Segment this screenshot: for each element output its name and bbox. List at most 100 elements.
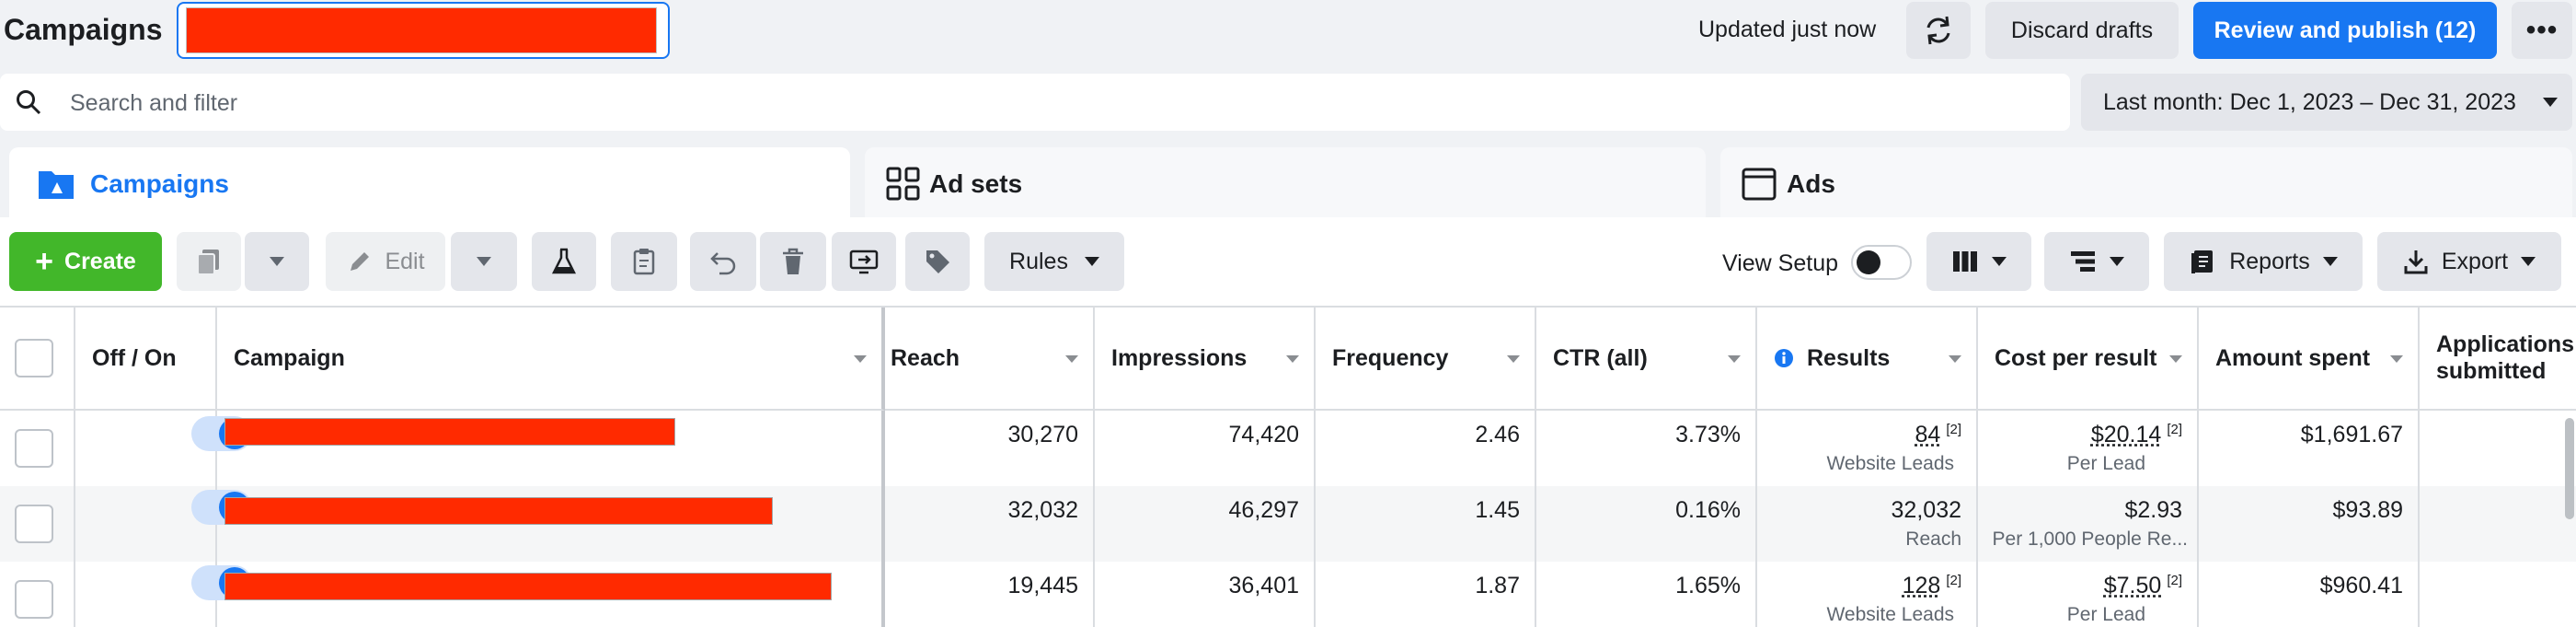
impressions-cell: 46,297 bbox=[1095, 486, 1316, 562]
refresh-button[interactable] bbox=[1906, 2, 1971, 59]
frequency-value: 2.46 bbox=[1475, 422, 1520, 447]
header-applications-submitted[interactable]: Applications submitted bbox=[2420, 308, 2576, 411]
row-checkbox[interactable] bbox=[15, 505, 53, 543]
tab-campaigns[interactable]: Campaigns bbox=[9, 147, 850, 221]
vertical-scrollbar[interactable] bbox=[2565, 418, 2574, 519]
edit-dropdown[interactable] bbox=[451, 232, 517, 291]
cost-value[interactable]: $20.14 [2] bbox=[2090, 422, 2182, 447]
more-options-button[interactable]: ••• bbox=[2512, 2, 2572, 59]
campaign-name-cell[interactable] bbox=[217, 486, 885, 562]
refresh-icon bbox=[1926, 16, 1950, 45]
search-icon bbox=[17, 90, 41, 115]
column-title: Cost per result bbox=[1995, 344, 2157, 371]
delete-button[interactable] bbox=[760, 232, 826, 291]
table-row[interactable]: 30,270 74,420 2.46 3.73% 84 [2] Website L… bbox=[0, 411, 2576, 486]
ad-window-icon bbox=[1742, 168, 1777, 201]
cost-type: Per Lead bbox=[2066, 604, 2145, 625]
top-bar: Campaigns Updated just now Discard draft… bbox=[0, 0, 2576, 61]
results-value[interactable]: 84 [2] bbox=[1915, 422, 1962, 447]
sort-icon bbox=[1065, 355, 1078, 363]
export-button[interactable]: Export bbox=[2377, 232, 2561, 291]
chevron-down-icon bbox=[2543, 98, 2558, 107]
impressions-value: 74,420 bbox=[1228, 422, 1299, 447]
preview-button[interactable] bbox=[832, 232, 896, 291]
row-checkbox[interactable] bbox=[15, 580, 53, 619]
tab-label: Ads bbox=[1787, 169, 1835, 198]
undo-button[interactable] bbox=[690, 232, 756, 291]
sort-icon bbox=[1728, 355, 1741, 363]
header-amount-spent[interactable]: Amount spent bbox=[2199, 308, 2420, 411]
reports-label: Reports bbox=[2229, 248, 2310, 274]
rules-label: Rules bbox=[1009, 248, 1068, 274]
results-type: Reach bbox=[1905, 528, 1961, 550]
impressions-cell: 74,420 bbox=[1095, 411, 1316, 486]
tag-button[interactable] bbox=[905, 232, 970, 291]
header-ctr[interactable]: CTR (all) bbox=[1536, 308, 1757, 411]
search-filter-bar[interactable]: Search and filter bbox=[0, 74, 2070, 131]
row-toggle-cell bbox=[75, 486, 252, 562]
tab-ads[interactable]: Ads bbox=[1720, 147, 2572, 221]
chevron-down-icon bbox=[2322, 257, 2338, 266]
cost-value[interactable]: $7.50 [2] bbox=[2103, 573, 2182, 598]
spent-value: $93.89 bbox=[2332, 497, 2403, 523]
column-title: Results bbox=[1807, 344, 1891, 371]
sort-icon bbox=[1507, 355, 1520, 363]
edit-label: Edit bbox=[385, 248, 425, 274]
columns-button[interactable] bbox=[1926, 232, 2031, 291]
campaign-name-cell[interactable] bbox=[217, 411, 885, 486]
search-placeholder: Search and filter bbox=[70, 90, 238, 116]
updated-status: Updated just now bbox=[1698, 17, 1877, 42]
discard-drafts-button[interactable]: Discard drafts bbox=[1985, 2, 2179, 59]
table-row[interactable]: 19,445 36,401 1.87 1.65% 128 [2] Website … bbox=[0, 562, 2576, 627]
edit-button[interactable]: Edit bbox=[326, 232, 445, 291]
column-title: Applications submitted bbox=[2436, 331, 2575, 384]
header-campaign[interactable]: Campaign bbox=[217, 308, 885, 411]
ab-test-button[interactable] bbox=[532, 232, 596, 291]
clipboard-button[interactable] bbox=[611, 232, 677, 291]
header-reach[interactable]: Reach bbox=[885, 308, 1095, 411]
header-off-on[interactable]: Off / On bbox=[75, 308, 217, 411]
download-icon bbox=[2404, 250, 2428, 274]
redacted-campaign-name bbox=[224, 573, 832, 600]
reports-icon bbox=[2191, 250, 2214, 273]
breakdown-button[interactable] bbox=[2044, 232, 2149, 291]
cost-cell: $7.50 [2] Per Lead bbox=[1978, 562, 2199, 627]
spent-cell: $960.41 bbox=[2199, 562, 2420, 627]
row-checkbox[interactable] bbox=[15, 429, 53, 468]
cost-type: Per 1,000 People Re... bbox=[1992, 528, 2188, 550]
column-title: Reach bbox=[891, 344, 960, 371]
rules-button[interactable]: Rules bbox=[984, 232, 1124, 291]
date-range-picker[interactable]: Last month: Dec 1, 2023 – Dec 31, 2023 bbox=[2081, 74, 2572, 131]
header-impressions[interactable]: Impressions bbox=[1095, 308, 1316, 411]
create-button[interactable]: + Create bbox=[9, 232, 162, 291]
campaign-name-cell[interactable] bbox=[217, 562, 885, 627]
row-select-cell bbox=[0, 486, 75, 562]
cost-type: Per Lead bbox=[2066, 453, 2145, 474]
header-frequency[interactable]: Frequency bbox=[1316, 308, 1536, 411]
tag-icon bbox=[926, 250, 949, 273]
redacted-campaign-name bbox=[224, 497, 773, 525]
spent-value: $1,691.67 bbox=[2300, 422, 2403, 447]
results-value[interactable]: 128 [2] bbox=[1902, 573, 1961, 598]
header-cost-per-result[interactable]: Cost per result bbox=[1978, 308, 2199, 411]
chevron-down-icon bbox=[2110, 257, 2124, 266]
create-label: Create bbox=[64, 248, 136, 274]
info-icon[interactable] bbox=[1774, 348, 1794, 368]
frequency-value: 1.87 bbox=[1475, 573, 1520, 598]
campaign-name-field[interactable] bbox=[177, 2, 670, 59]
reports-button[interactable]: Reports bbox=[2164, 232, 2363, 291]
select-all-checkbox[interactable] bbox=[15, 339, 53, 377]
header-results[interactable]: Results bbox=[1757, 308, 1978, 411]
duplicate-button[interactable] bbox=[177, 232, 241, 291]
table-row[interactable]: 32,032 46,297 1.45 0.16% 32,032 Reach $2… bbox=[0, 486, 2576, 562]
frequency-cell: 2.46 bbox=[1316, 411, 1536, 486]
tab-ad-sets[interactable]: Ad sets bbox=[865, 147, 1706, 221]
plus-icon: + bbox=[35, 244, 54, 279]
duplicate-dropdown[interactable] bbox=[245, 232, 309, 291]
view-setup-toggle[interactable] bbox=[1851, 245, 1912, 280]
review-publish-button[interactable]: Review and publish (12) bbox=[2193, 2, 2497, 59]
chevron-down-icon bbox=[1084, 257, 1099, 266]
duplicate-icon bbox=[197, 250, 219, 275]
column-title: CTR (all) bbox=[1553, 344, 1648, 371]
reach-cell: 30,270 bbox=[885, 411, 1095, 486]
